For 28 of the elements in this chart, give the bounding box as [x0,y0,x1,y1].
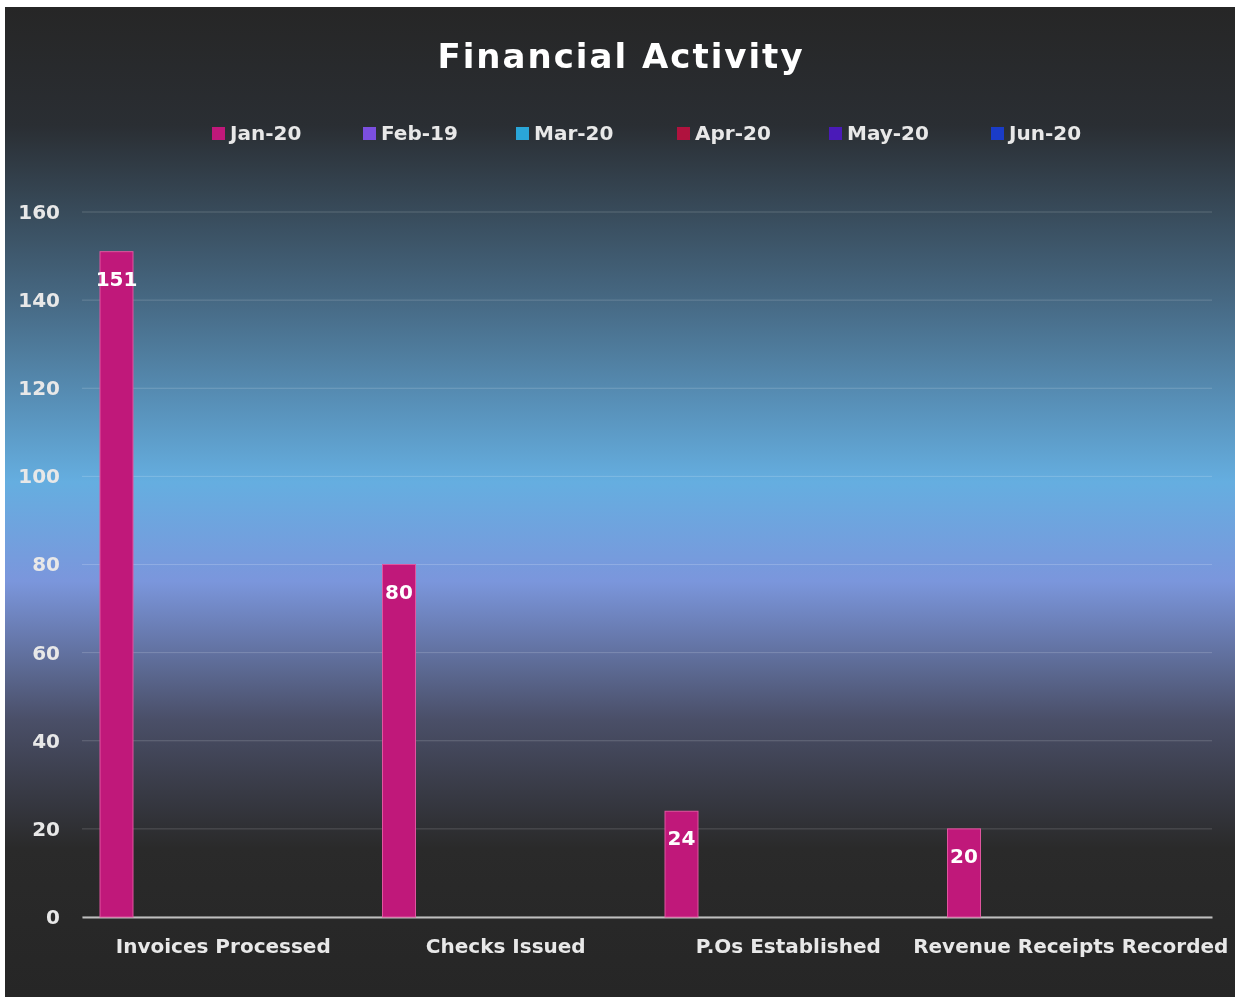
legend-label: Jun-20 [1007,121,1082,145]
data-label: 151 [95,266,138,291]
x-tick-label: Invoices Processed [115,934,331,959]
y-tick-label: 20 [32,816,60,841]
y-tick-label: 80 [32,552,60,577]
x-tick-label: Revenue Receipts Recorded [913,934,1229,959]
bar [664,810,699,918]
legend-label: Jan-20 [228,121,302,145]
chart-title: Financial Activity [437,36,805,76]
y-tick-label: 40 [32,728,60,753]
x-tick-label: P.Os Established [695,934,881,959]
y-tick-label: 100 [18,464,60,489]
data-label: 20 [950,843,978,868]
y-tick-label: 0 [46,904,60,929]
y-tick-label: 120 [18,376,60,401]
bar [382,564,416,918]
data-label: 80 [385,579,413,604]
data-label: 24 [667,826,696,851]
legend-label: May-20 [847,121,929,145]
bar [99,251,134,918]
y-tick-label: 160 [18,199,60,224]
y-tick-label: 140 [18,288,60,313]
x-tick-label: Checks Issued [425,934,586,959]
legend-label: Feb-19 [381,121,458,145]
y-tick-label: 60 [32,640,60,665]
legend-label: Mar-20 [534,121,614,145]
legend-label: Apr-20 [695,121,771,145]
bar [947,828,981,918]
